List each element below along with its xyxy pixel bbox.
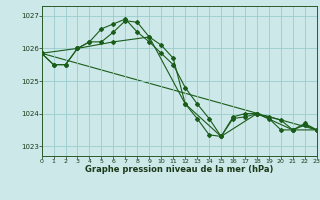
- X-axis label: Graphe pression niveau de la mer (hPa): Graphe pression niveau de la mer (hPa): [85, 165, 273, 174]
